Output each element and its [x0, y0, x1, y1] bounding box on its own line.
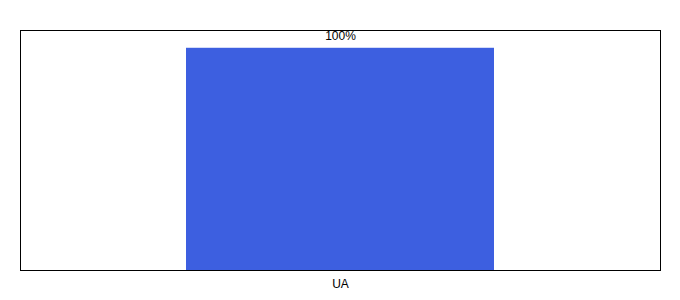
svg-text:UA: UA — [332, 277, 349, 291]
svg-text:100%: 100% — [325, 29, 356, 43]
